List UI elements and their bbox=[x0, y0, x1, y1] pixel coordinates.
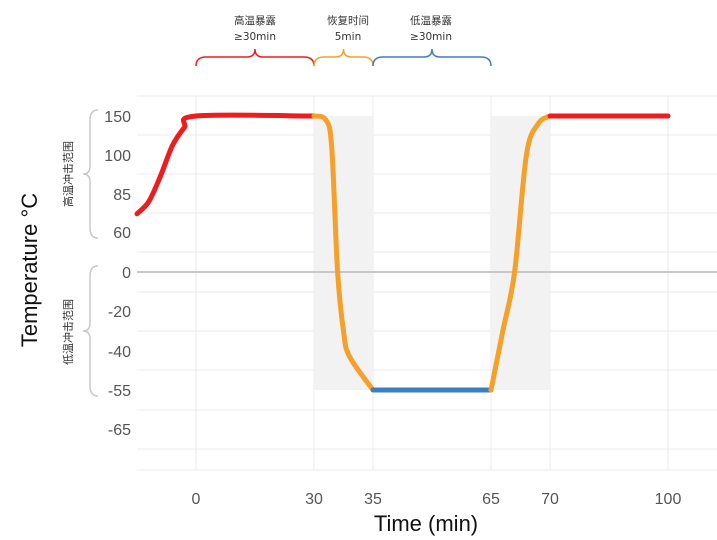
phase-brace-1 bbox=[313, 48, 374, 67]
curve-segment-0 bbox=[134, 112, 317, 217]
phase-sublabel-recovery: 5min bbox=[335, 31, 361, 43]
phase-brace-0 bbox=[195, 48, 315, 67]
y-axis-title: Temperature °C bbox=[17, 193, 42, 347]
phase-sublabel-high: ≥30min bbox=[234, 31, 276, 43]
x-tick-label: 35 bbox=[364, 491, 382, 508]
phase-label-low: 低温暴露 bbox=[410, 14, 452, 27]
y-tick-label: -20 bbox=[108, 304, 131, 321]
temperature-curve bbox=[134, 112, 671, 393]
x-tick-label: 70 bbox=[541, 491, 559, 508]
curve-segment-1 bbox=[311, 113, 376, 393]
y-tick-label: 85 bbox=[113, 187, 131, 204]
phase-sublabel-low: ≥30min bbox=[410, 31, 452, 43]
range-label-low: 低温冲击范围 bbox=[61, 299, 75, 365]
recovery-shade bbox=[314, 116, 373, 390]
phase-label-recovery: 恢复时间 bbox=[327, 14, 369, 27]
phase-brace-2 bbox=[372, 48, 492, 67]
y-tick-label: -55 bbox=[108, 383, 131, 400]
y-tick-label: -40 bbox=[108, 344, 131, 361]
x-tick-label: 65 bbox=[482, 491, 500, 508]
range-label-high: 高温冲击范围 bbox=[61, 141, 75, 207]
grid-lines bbox=[137, 95, 717, 471]
phase-braces bbox=[82, 48, 492, 397]
y-tick-label: 0 bbox=[122, 265, 131, 282]
y-tick-label: 150 bbox=[104, 109, 131, 126]
x-tick-label: 100 bbox=[655, 491, 682, 508]
x-axis-title: Time (min) bbox=[374, 511, 478, 536]
phase-label-high: 高温暴露 bbox=[234, 14, 276, 27]
x-tick-label: 30 bbox=[305, 491, 323, 508]
high-range-brace bbox=[82, 109, 99, 239]
y-tick-label: -65 bbox=[108, 422, 131, 439]
y-tick-label: 60 bbox=[113, 225, 131, 242]
x-tick-label: 0 bbox=[192, 491, 201, 508]
axis-ticks: 0 30 35 65 70 100 150 100 85 60 0 -20 -40 -55 -65 bbox=[104, 109, 681, 508]
y-tick-label: 100 bbox=[104, 148, 131, 165]
low-range-brace bbox=[82, 265, 99, 397]
curve-segment-3 bbox=[488, 113, 553, 393]
